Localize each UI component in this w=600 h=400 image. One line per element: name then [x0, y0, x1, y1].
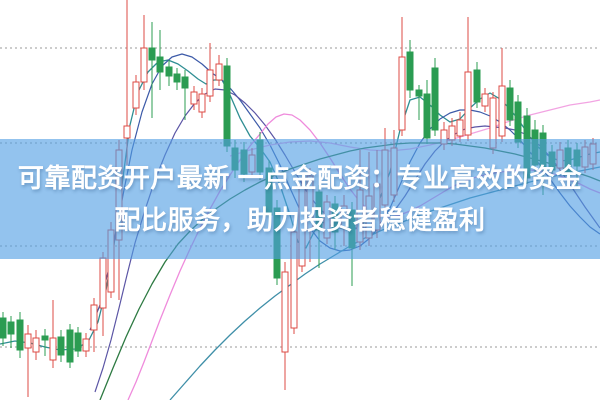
candle-down [66, 329, 74, 363]
candle-down [156, 56, 164, 73]
candle-down [514, 101, 522, 143]
candle-down [506, 87, 514, 121]
candle-down [431, 67, 439, 131]
candle-up [32, 337, 40, 353]
candle-up [190, 91, 198, 105]
candle-down [165, 66, 173, 77]
candle-down [473, 69, 481, 103]
candle-up [24, 333, 32, 349]
candle-up [82, 338, 90, 352]
candle-down [173, 73, 181, 83]
candle-up [464, 71, 472, 136]
candle-down [16, 319, 24, 351]
headline-banner: 可靠配资开户最新 一点金配资：专业高效的资金 配比服务，助力投资者稳健盈利 [0, 139, 600, 259]
candle-down [223, 65, 231, 147]
headline-line-2: 配比服务，助力投资者稳健盈利 [114, 205, 486, 235]
candle-down [57, 336, 65, 356]
candle-up [123, 125, 131, 139]
candle-down [423, 93, 431, 139]
candle-up [90, 304, 98, 331]
candle-down [406, 51, 414, 91]
candle-up [140, 47, 148, 83]
candle-up [99, 257, 107, 309]
candle-up [215, 63, 223, 81]
candle-up [398, 56, 406, 131]
candle-up [498, 85, 506, 137]
candle-down [148, 47, 156, 61]
candle-down [0, 317, 7, 339]
candle-up [49, 337, 57, 361]
candle-up [448, 125, 456, 141]
candle-down [181, 76, 189, 89]
candle-down [7, 321, 15, 335]
candle-down [41, 335, 49, 341]
candle-up [198, 93, 206, 113]
candle-up [132, 81, 140, 109]
candle-up [206, 69, 214, 97]
candle-down [74, 332, 82, 352]
candle-up [456, 119, 464, 137]
candle-up [281, 271, 289, 353]
candle-down [415, 89, 423, 97]
candle-up [481, 93, 489, 107]
headline-line-1: 可靠配资开户最新 一点金配资：专业高效的资金 [17, 163, 583, 193]
